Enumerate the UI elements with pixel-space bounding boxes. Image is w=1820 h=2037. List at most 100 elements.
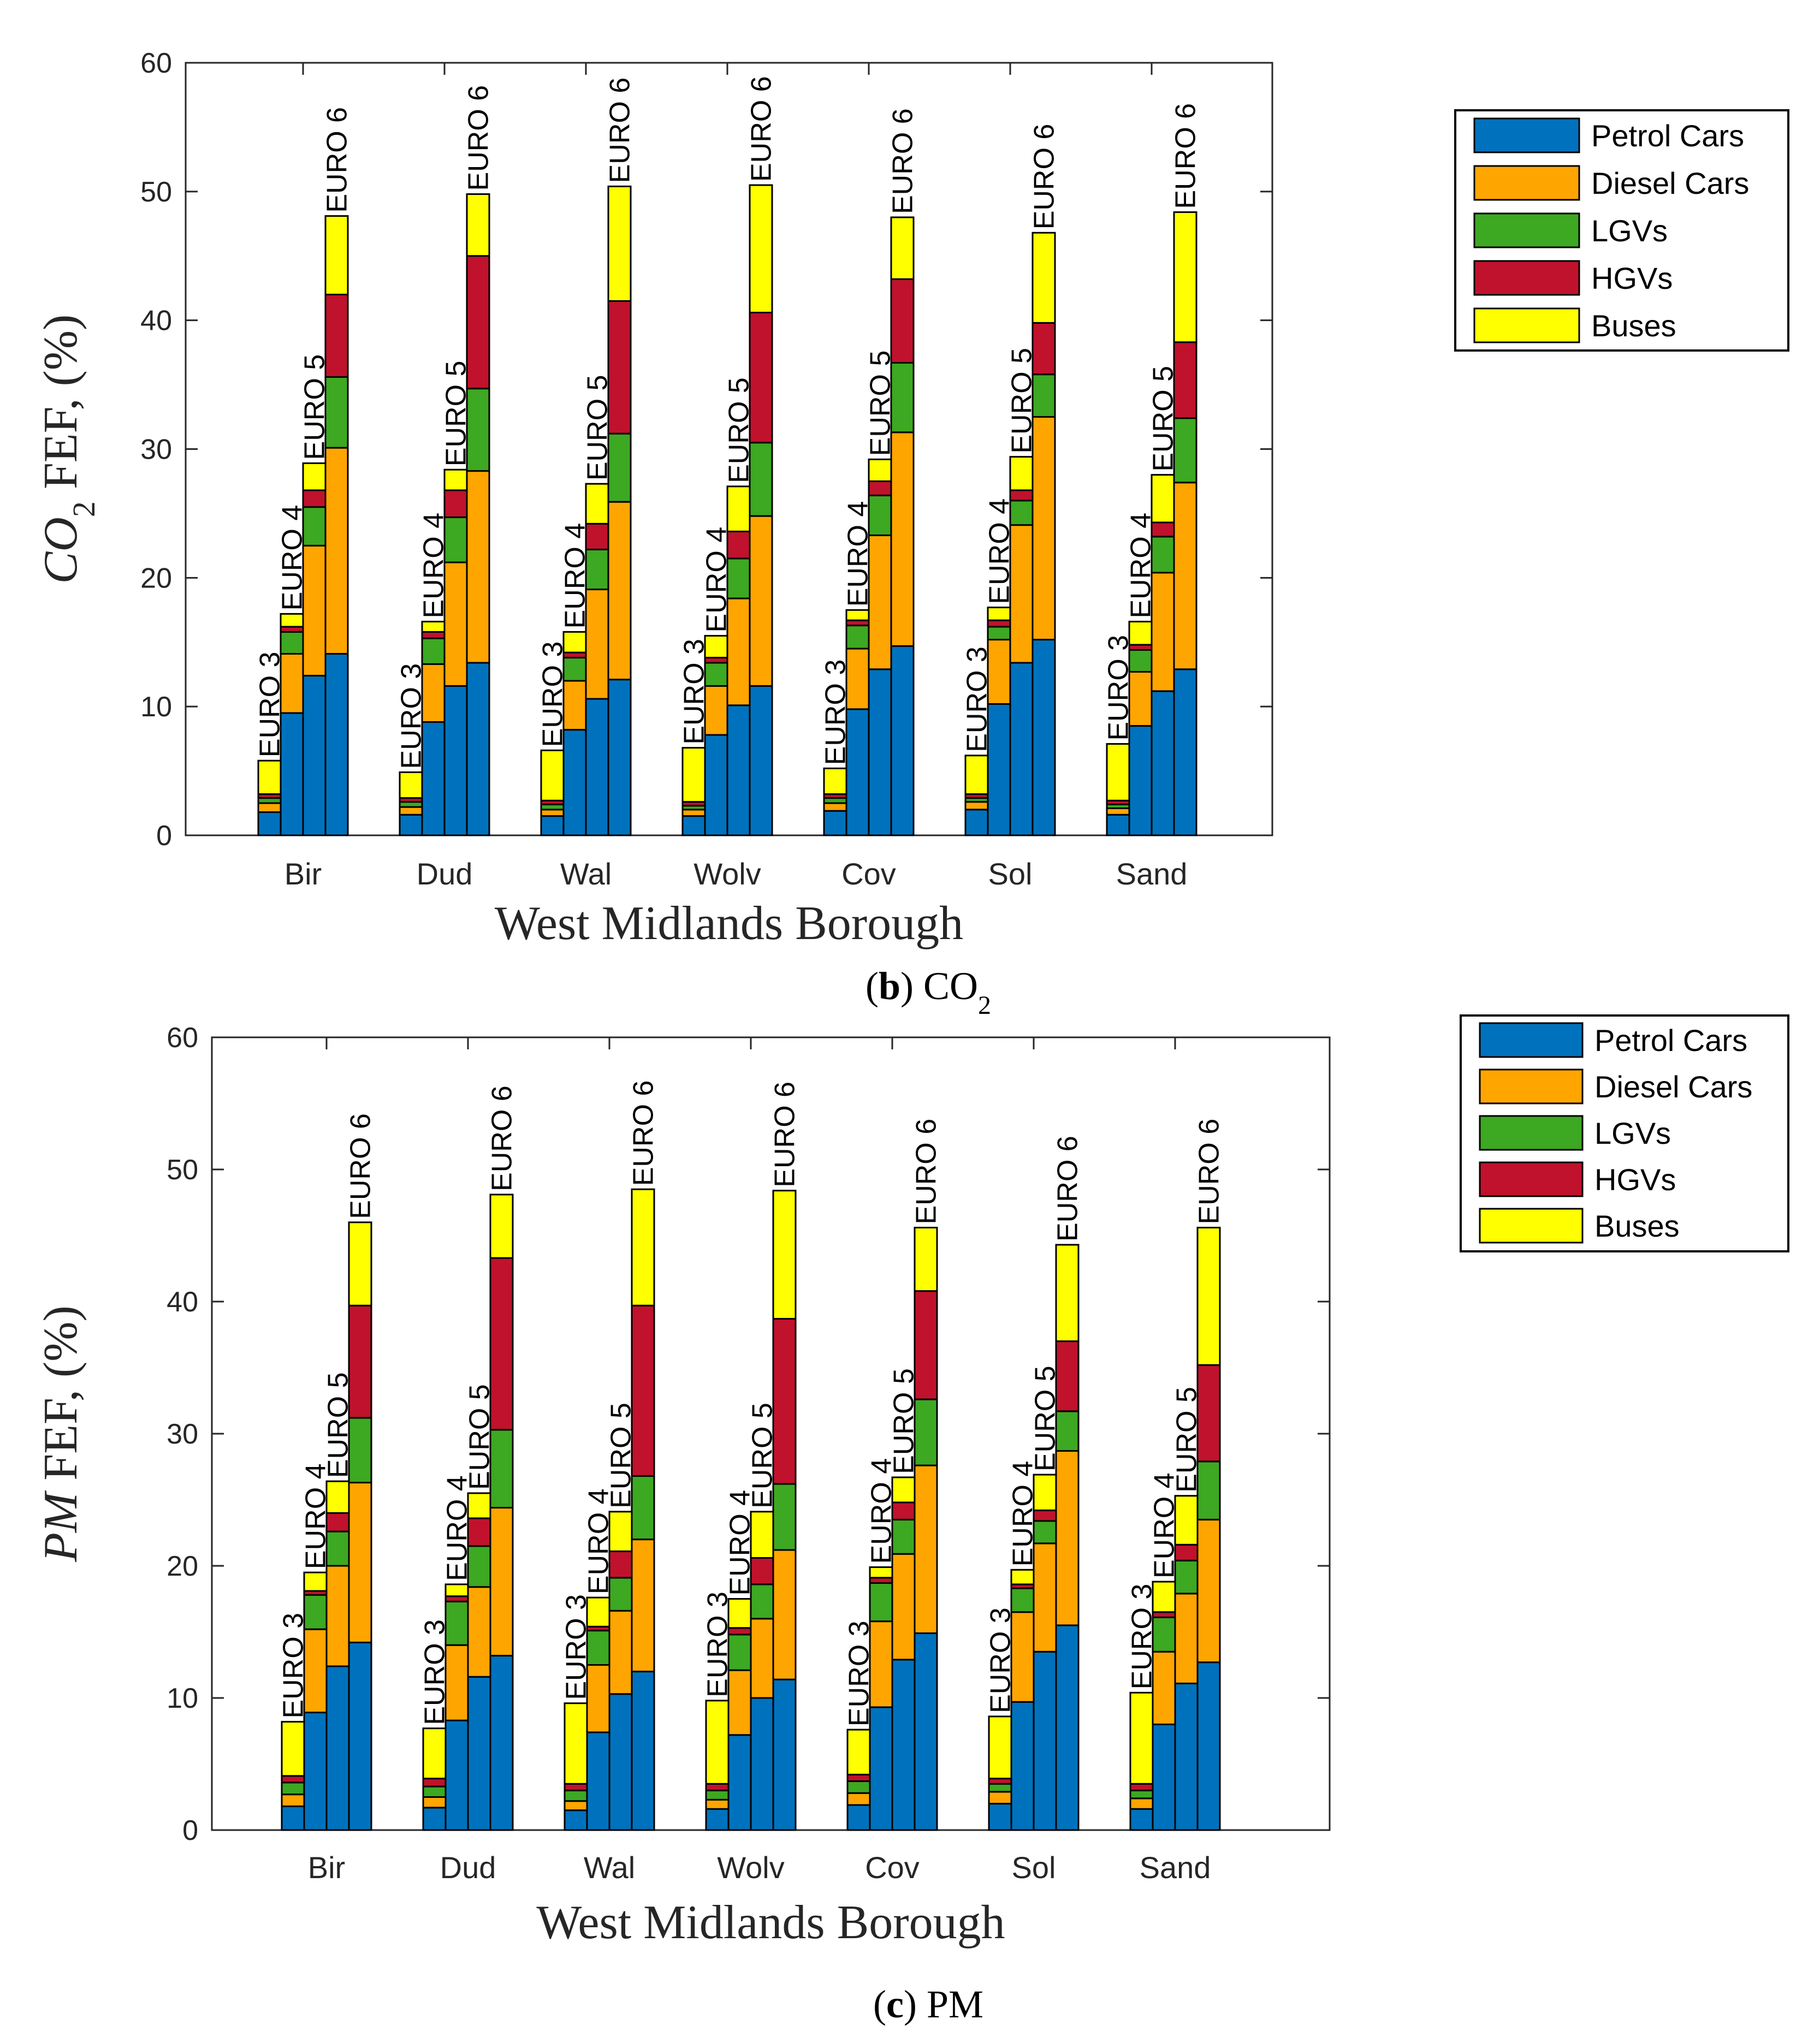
bar-segment-hgvs <box>348 1304 372 1419</box>
bar-segment-lgvs <box>868 494 892 537</box>
caption-letter: c <box>886 1982 904 2026</box>
y-tick-label: 10 <box>140 691 172 723</box>
legend-swatch <box>1473 212 1580 248</box>
bar-segment-petrol-cars <box>987 703 1011 836</box>
bar-segment-lgvs <box>564 1789 588 1802</box>
bar-segment-diesel-cars <box>586 1664 610 1733</box>
category-label: Sand <box>1140 1850 1211 1885</box>
bar-segment-lgvs <box>1010 1587 1035 1613</box>
bar-segment-lgvs <box>302 506 327 547</box>
bar-segment-buses <box>399 771 423 799</box>
bar-segment-lgvs <box>845 625 870 650</box>
legend-swatch <box>1479 1115 1584 1151</box>
bar-segment-lgvs <box>466 388 490 472</box>
bar-segment-buses <box>704 634 728 659</box>
x-axis-title: West Midlands Borough <box>495 897 963 950</box>
bar-segment-lgvs <box>750 1583 774 1620</box>
bar-segment-hgvs <box>422 1778 447 1787</box>
bar-segment-petrol-cars <box>1196 1661 1221 1831</box>
bar-segment-petrol-cars <box>466 662 490 836</box>
legend-label: HGVs <box>1591 261 1673 295</box>
caption-letter: b <box>879 964 900 1008</box>
euro-standard-label: EURO 6 <box>1194 1119 1225 1225</box>
bar-segment-petrol-cars <box>303 1712 328 1831</box>
bar-segment-lgvs <box>1196 1460 1221 1521</box>
bar-segment-lgvs <box>303 1594 328 1630</box>
bar-segment-buses <box>324 215 349 295</box>
bar-segment-petrol-cars <box>749 685 773 836</box>
bar-segment-hgvs <box>564 1783 588 1791</box>
euro-standard-label: EURO 6 <box>769 1082 801 1187</box>
euro-standard-label: EURO 6 <box>746 76 778 182</box>
bar-segment-buses <box>987 607 1011 621</box>
bar-segment-buses <box>1009 456 1034 491</box>
bar-segment-petrol-cars <box>348 1641 372 1831</box>
bar-segment-buses <box>631 1188 655 1306</box>
euro-standard-label: EURO 6 <box>1170 103 1202 209</box>
category-label: Wolv <box>693 857 761 891</box>
bar-segment-hgvs <box>1055 1340 1080 1412</box>
bar-segment-lgvs <box>846 1780 871 1794</box>
bar-segment-lgvs <box>1151 536 1175 574</box>
category-label: Sol <box>1012 1850 1056 1885</box>
bar-segment-buses <box>1055 1244 1080 1343</box>
bar-segment-lgvs <box>1173 417 1197 484</box>
bar-segment-lgvs <box>1033 1520 1057 1545</box>
bar-segment-diesel-cars <box>1196 1518 1221 1664</box>
caption-text: CO <box>914 964 978 1008</box>
bar-segment-hgvs <box>749 312 773 444</box>
bar-segment-buses <box>607 185 632 302</box>
euro-standard-label: EURO 6 <box>1029 124 1060 230</box>
bar-segment-hgvs <box>1033 1509 1057 1522</box>
bar-segment-lgvs <box>586 1630 610 1666</box>
bar-segment-diesel-cars <box>608 1610 633 1695</box>
bar-segment-diesel-cars <box>987 639 1011 705</box>
bar-segment-diesel-cars <box>466 470 490 664</box>
euro-standard-label: EURO 6 <box>887 108 919 214</box>
category-label: Wal <box>560 857 612 891</box>
y-tick-label: 50 <box>167 1154 198 1186</box>
bar-segment-petrol-cars <box>631 1671 655 1831</box>
bar-segment-petrol-cars <box>257 811 282 836</box>
bar-segment-petrol-cars <box>1031 639 1056 836</box>
bar-segment-diesel-cars <box>257 802 282 813</box>
bar-segment-buses <box>325 1480 350 1514</box>
bar-segment-petrol-cars <box>1009 662 1034 836</box>
x-axis-title: West Midlands Borough <box>536 1896 1005 1949</box>
bar-segment-lgvs <box>585 548 609 591</box>
y-tick-label: 40 <box>140 305 172 337</box>
bar-segment-hgvs <box>281 1775 305 1784</box>
bar-segment-lgvs <box>467 1545 491 1588</box>
bar-segment-diesel-cars <box>562 680 587 731</box>
bar-segment-buses <box>891 1476 916 1504</box>
y-tick-label: 30 <box>140 434 172 466</box>
bar-segment-lgvs <box>421 637 446 665</box>
bar-segment-hgvs <box>914 1290 938 1400</box>
bar-segment-hgvs <box>302 489 327 508</box>
bar-segment-diesel-cars <box>1009 524 1034 664</box>
bar-segment-petrol-cars <box>681 815 706 836</box>
bar-segment-buses <box>489 1193 514 1259</box>
bar-segment-buses <box>1129 1691 1154 1785</box>
bar-segment-diesel-cars <box>564 1800 588 1812</box>
y-tick-label: 60 <box>140 47 172 79</box>
bar-segment-hgvs <box>585 522 609 550</box>
bar-segment-petrol-cars <box>585 698 609 836</box>
bar-segment-lgvs <box>772 1483 797 1551</box>
bar-segment-petrol-cars <box>281 1805 305 1831</box>
bar-segment-lgvs <box>987 626 1011 641</box>
bar-segment-petrol-cars <box>540 815 565 836</box>
bar-segment-petrol-cars <box>1152 1723 1176 1831</box>
bar-segment-diesel-cars <box>303 1628 328 1714</box>
legend-label: HGVs <box>1594 1162 1676 1197</box>
bar-segment-buses <box>1174 1495 1199 1546</box>
bar-segment-petrol-cars <box>489 1655 514 1831</box>
euro-standard-label: EURO 6 <box>1052 1136 1084 1242</box>
caption-text: PM <box>917 1982 983 2026</box>
bar-segment-hgvs <box>1151 521 1175 538</box>
category-label: Bir <box>284 857 322 891</box>
category-label: Wolv <box>717 1850 784 1885</box>
bar-segment-petrol-cars <box>1151 690 1175 836</box>
